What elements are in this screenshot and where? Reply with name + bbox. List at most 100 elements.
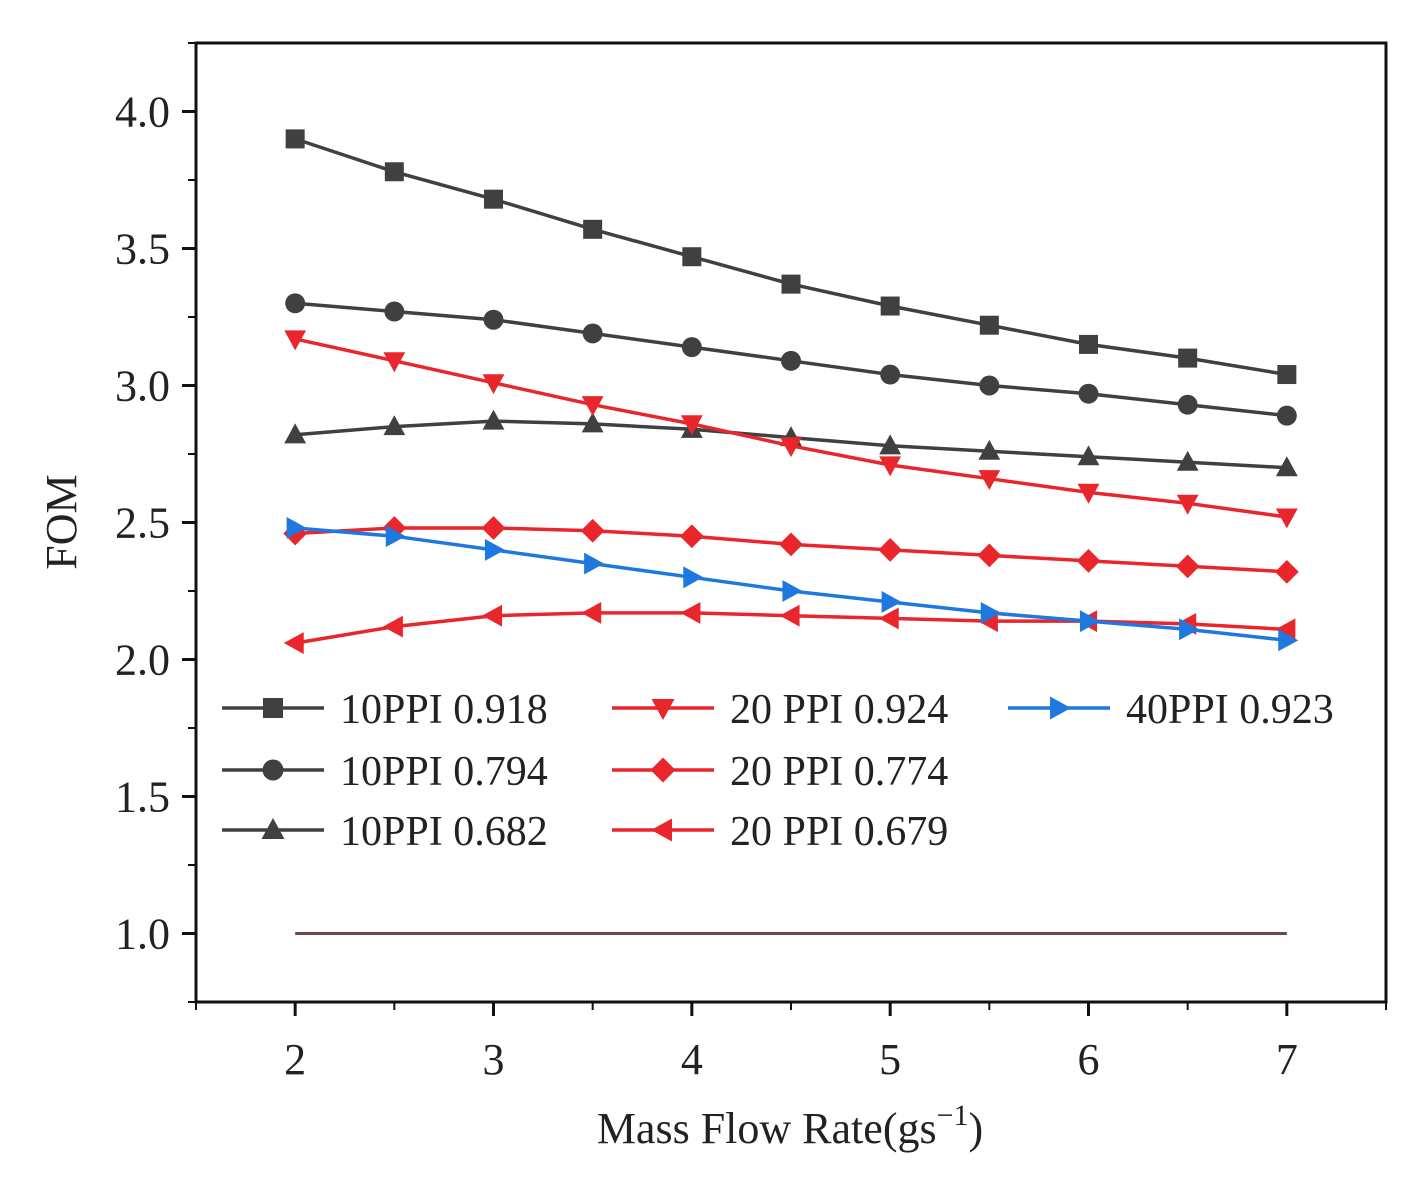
legend-item-5: 20 PPI 0.679: [612, 809, 948, 855]
series-2-point-0: [284, 423, 307, 444]
x-tick-label-6: 6: [1078, 1035, 1100, 1084]
series-1-point-4: [681, 337, 702, 358]
series-1-point-8: [1078, 383, 1099, 404]
legend-swatch-marker-1: [262, 759, 284, 781]
series-4: [283, 516, 1299, 584]
series-1-point-2: [483, 309, 504, 330]
series-5-point-0: [283, 632, 304, 654]
series-1-point-6: [880, 364, 901, 385]
series-3-point-3: [581, 396, 604, 417]
legend-swatch-marker-3: [651, 699, 675, 720]
legend-swatch-marker-0: [263, 698, 283, 718]
y-tick-label-1: 1.0: [115, 910, 170, 959]
series-5-point-4: [680, 601, 701, 624]
series-5-point-2: [482, 604, 503, 627]
series-2-point-1: [383, 415, 406, 436]
series-1: [285, 293, 1297, 426]
series-6-point-4: [683, 566, 704, 589]
y-axis-title: FOM: [37, 474, 86, 569]
series-3-point-1: [383, 352, 406, 373]
series-0-point-1: [384, 162, 404, 182]
series-6-point-7: [980, 601, 1001, 624]
series-5-point-6: [878, 607, 899, 630]
y-tick-label-3: 3.0: [115, 362, 170, 411]
series-0-point-3: [583, 219, 603, 239]
legend-swatch-marker-4: [650, 757, 676, 783]
series-1-point-0: [285, 293, 306, 314]
series-5-point-5: [779, 604, 800, 627]
series-3-point-9: [1176, 494, 1199, 515]
legend-label-3: 20 PPI 0.924: [730, 687, 948, 733]
series-0-point-7: [979, 315, 999, 335]
y-tick-label-4: 4.0: [115, 88, 170, 137]
series-4-point-9: [1175, 554, 1200, 579]
series-5-point-10: [1275, 618, 1296, 641]
series-4-point-7: [977, 543, 1002, 568]
y-tick-label-3.5: 3.5: [115, 225, 170, 274]
series-5: [283, 601, 1296, 654]
series-1-point-3: [582, 323, 603, 344]
series-1-point-7: [979, 375, 1000, 396]
series-6-point-1: [385, 525, 406, 548]
series-6-point-6: [881, 591, 902, 613]
series-2-point-7: [978, 439, 1001, 460]
series-0: [285, 129, 1297, 385]
x-tick-label-2: 2: [284, 1035, 306, 1084]
series-6-point-10: [1278, 629, 1299, 652]
series-1-point-9: [1177, 394, 1198, 415]
x-tick-label-7: 7: [1276, 1035, 1298, 1084]
series-1-point-5: [781, 350, 801, 371]
plot-frame: [194, 41, 1388, 1004]
series-4-point-3: [580, 518, 605, 543]
legend-item-1: 10PPI 0.794: [222, 749, 548, 795]
legend-label-5: 20 PPI 0.679: [730, 809, 948, 855]
series-2-point-9: [1176, 450, 1199, 471]
series-4-point-6: [878, 538, 903, 562]
x-tick-label-3: 3: [483, 1035, 505, 1084]
legend: 10PPI 0.918 10PPI 0.794 10PPI 0.682 20 PPI …: [222, 687, 1334, 855]
legend-label-2: 10PPI 0.682: [340, 809, 548, 855]
legend-item-4: 20 PPI 0.774: [612, 749, 948, 795]
legend-item-6: 40PPI 0.923: [1008, 687, 1334, 733]
tick-labels: 2 3 4 5 6 7 1.0 1.5 2.0 2.5 3.0 3.5 4.0: [115, 88, 1298, 1085]
series-1-point-1: [384, 301, 405, 322]
series-0-point-0: [285, 129, 305, 149]
series-3-point-0: [284, 330, 307, 351]
legend-label-0: 10PPI 0.918: [340, 687, 548, 733]
series-0-point-9: [1178, 348, 1198, 368]
series-3-point-8: [1077, 483, 1100, 504]
x-axis-title-superscript: −1: [937, 1099, 969, 1132]
series-6-point-8: [1079, 610, 1100, 633]
legend-swatch-marker-2: [261, 818, 285, 839]
legend-item-0: 10PPI 0.918: [222, 687, 548, 733]
series-3-point-2: [482, 374, 505, 395]
x-axis-title-main: Mass Flow Rate(gs: [597, 1104, 937, 1153]
series-line-0: [294, 137, 1288, 377]
series-6: [286, 517, 1299, 652]
series-group: [283, 129, 1299, 654]
series-1-point-10: [1276, 405, 1297, 426]
legend-label-6: 40PPI 0.923: [1126, 687, 1334, 733]
y-tick-label-2: 2.0: [115, 636, 170, 685]
series-3-point-5: [780, 437, 802, 458]
series-4-point-8: [1076, 548, 1101, 573]
legend-swatch-marker-5: [651, 818, 672, 842]
series-4-point-10: [1274, 559, 1299, 584]
legend-swatch-marker-6: [1050, 696, 1071, 720]
series-2-point-10: [1275, 456, 1298, 477]
series-3: [284, 330, 1298, 529]
series-6-point-0: [286, 517, 307, 539]
series-2-point-2: [482, 409, 505, 430]
series-0-point-10: [1277, 365, 1297, 385]
series-2-point-8: [1077, 445, 1100, 466]
x-tick-label-4: 4: [681, 1035, 703, 1084]
x-axis-title-close: ): [969, 1104, 984, 1153]
series-0-point-4: [682, 247, 702, 267]
x-tick-label-5: 5: [879, 1035, 901, 1084]
series-2-point-3: [581, 412, 604, 433]
series-0-point-5: [781, 274, 801, 294]
axis-ticks: [182, 42, 1387, 1016]
series-4-point-5: [779, 532, 803, 557]
series-0-point-2: [484, 189, 503, 209]
